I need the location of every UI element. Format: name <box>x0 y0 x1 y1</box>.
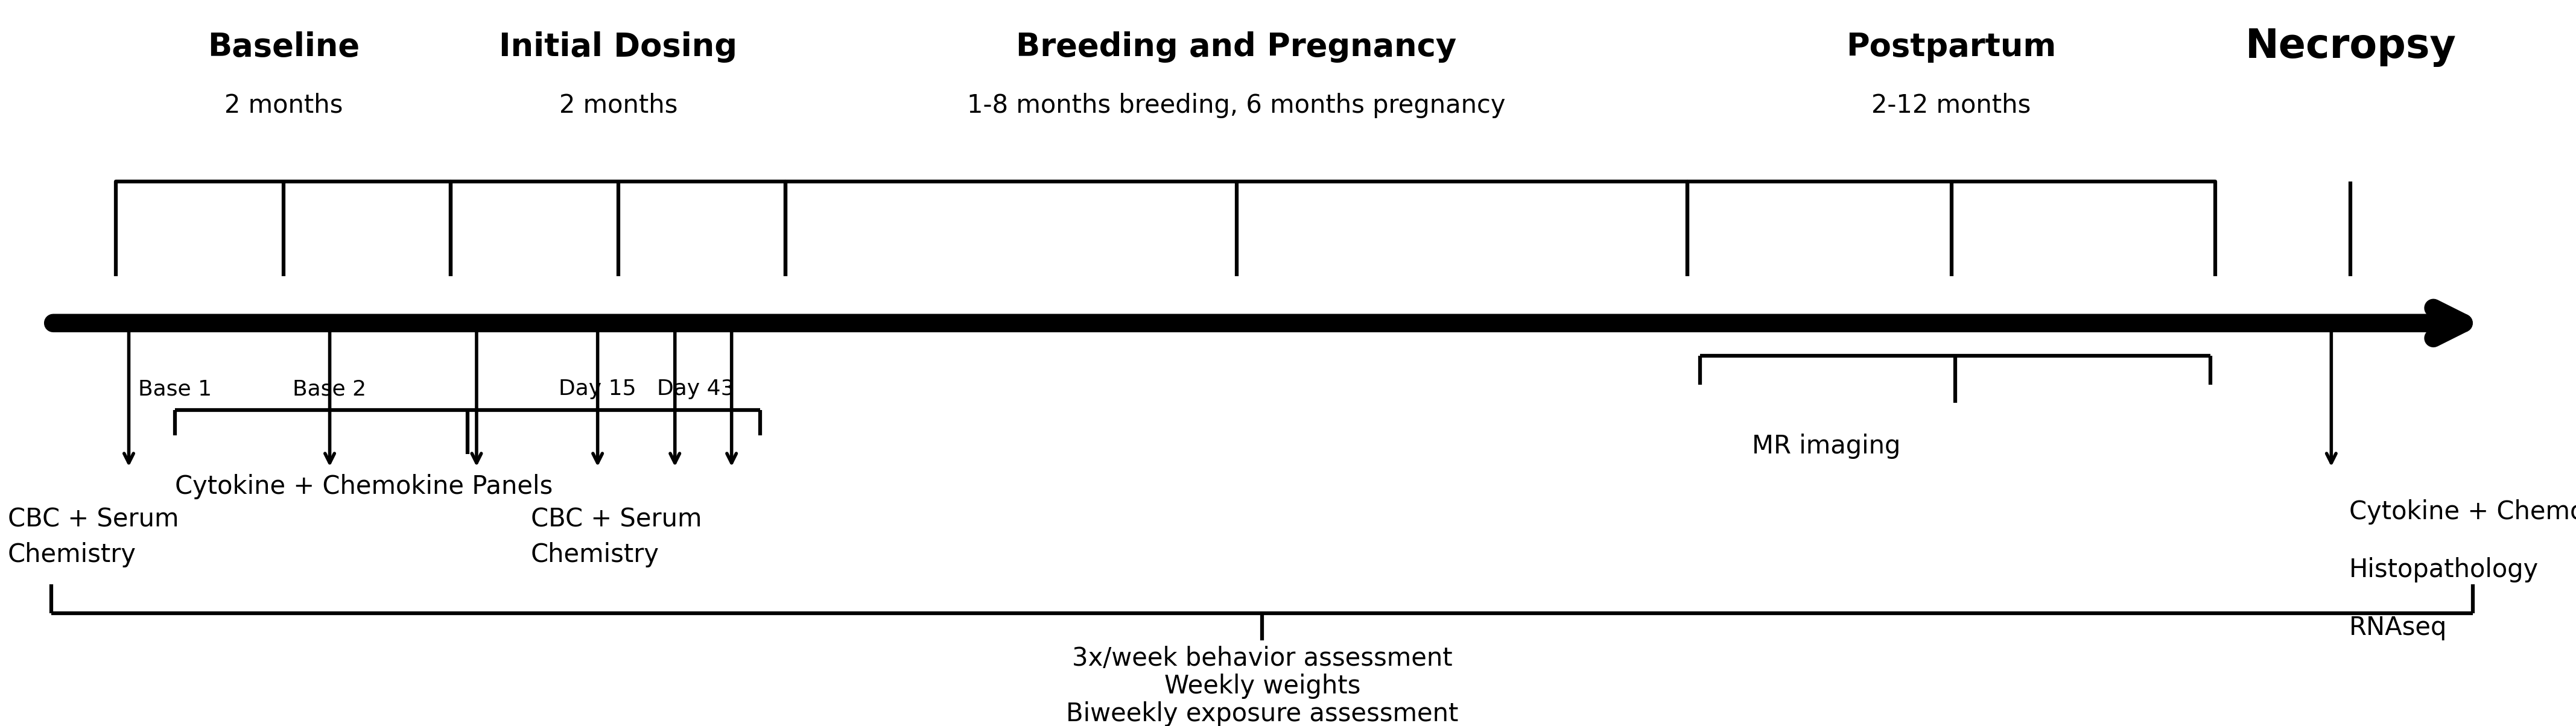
Text: CBC + Serum
Chemistry: CBC + Serum Chemistry <box>531 507 701 568</box>
Text: Base 2: Base 2 <box>294 379 366 399</box>
Text: 2 months: 2 months <box>559 93 677 118</box>
Text: Biweekly exposure assessment: Biweekly exposure assessment <box>1066 701 1458 726</box>
Text: Histopathology: Histopathology <box>2349 558 2540 582</box>
Text: 1-8 months breeding, 6 months pregnancy: 1-8 months breeding, 6 months pregnancy <box>966 93 1507 118</box>
Text: Cytokine + Chemokine Panels: Cytokine + Chemokine Panels <box>2349 499 2576 524</box>
Text: Baseline: Baseline <box>206 31 361 63</box>
Text: Base 1: Base 1 <box>139 379 211 399</box>
Text: Postpartum: Postpartum <box>1847 31 2056 63</box>
Text: Cytokine + Chemokine Panels: Cytokine + Chemokine Panels <box>175 474 554 499</box>
Text: Day 15: Day 15 <box>559 379 636 399</box>
Text: MR imaging: MR imaging <box>1752 434 1901 459</box>
Text: Weekly weights: Weekly weights <box>1164 674 1360 698</box>
Text: Necropsy: Necropsy <box>2246 28 2455 67</box>
Text: 2-12 months: 2-12 months <box>1873 93 2030 118</box>
Text: CBC + Serum
Chemistry: CBC + Serum Chemistry <box>8 507 178 568</box>
Text: 2 months: 2 months <box>224 93 343 118</box>
Text: Breeding and Pregnancy: Breeding and Pregnancy <box>1015 31 1458 63</box>
Text: Initial Dosing: Initial Dosing <box>500 31 737 63</box>
Text: Day 43: Day 43 <box>657 379 734 399</box>
Text: RNAseq: RNAseq <box>2349 616 2447 640</box>
Text: 3x/week behavior assessment: 3x/week behavior assessment <box>1072 646 1453 671</box>
